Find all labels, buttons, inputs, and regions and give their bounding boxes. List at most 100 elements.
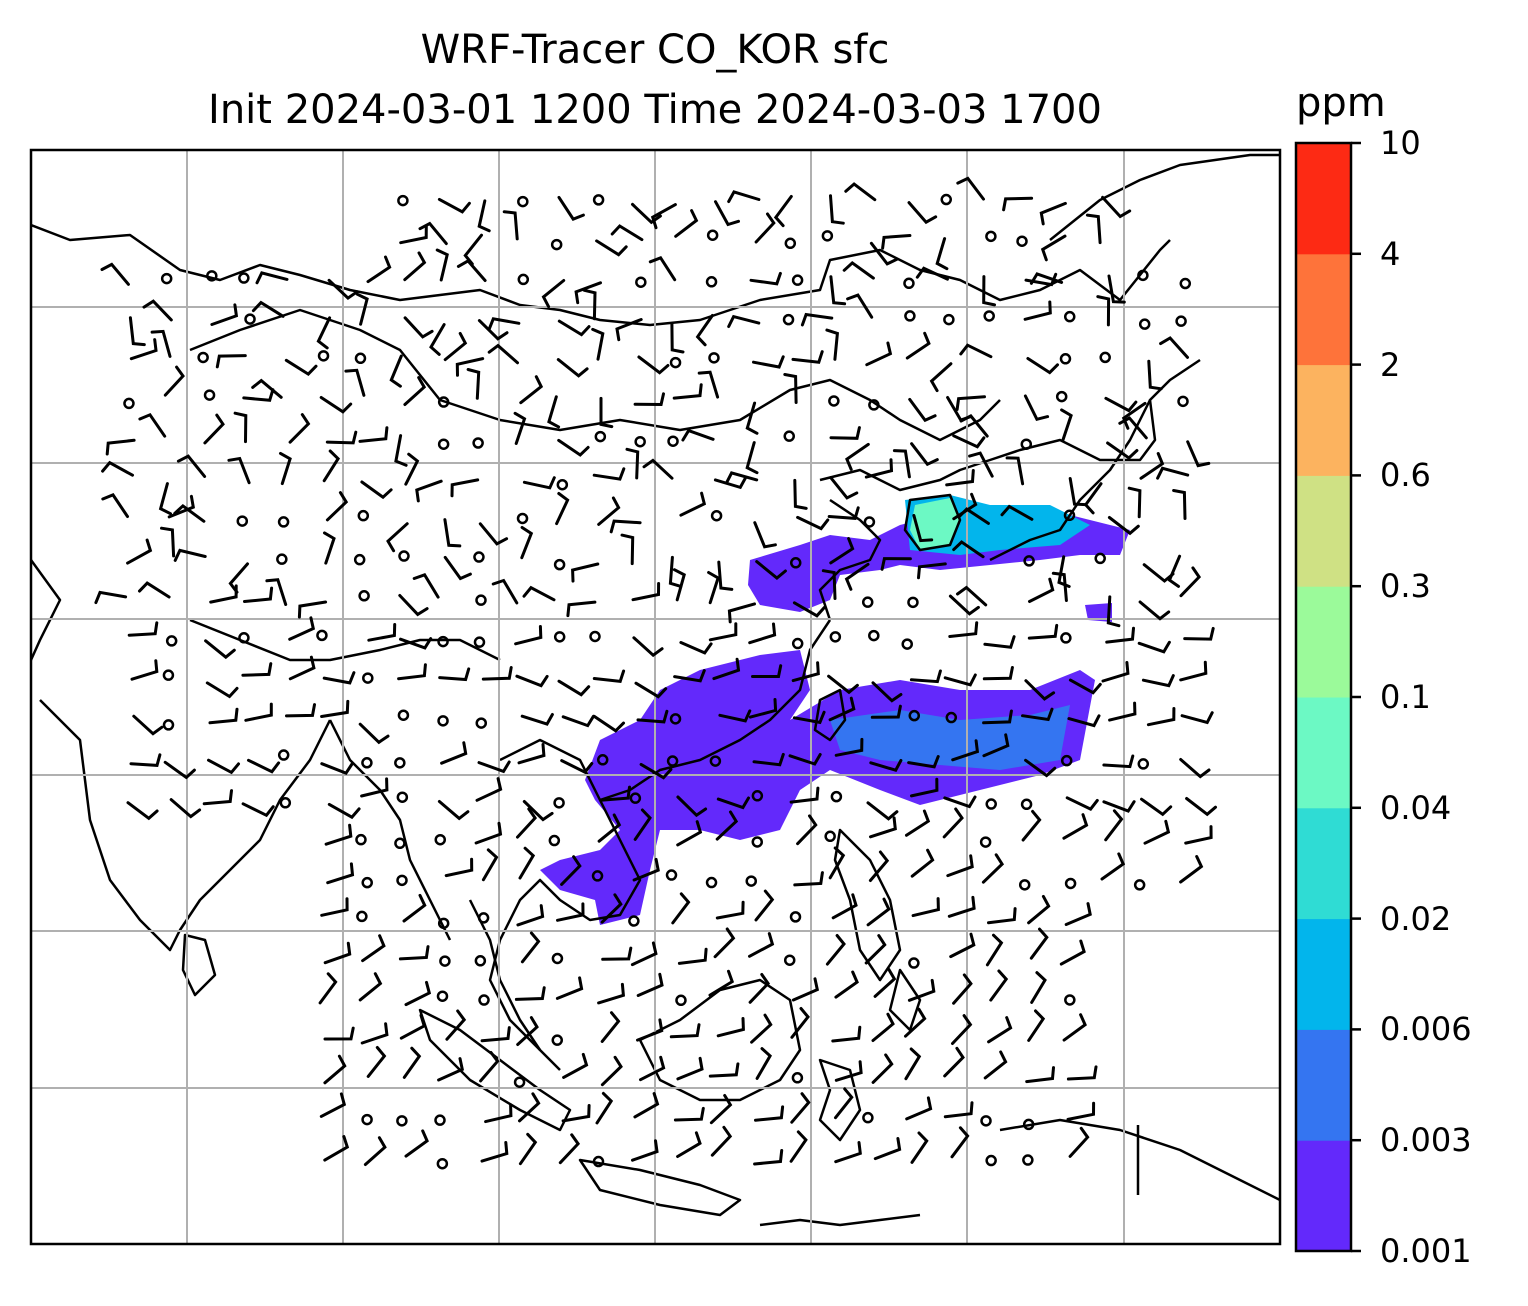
wind-barb bbox=[363, 1136, 387, 1166]
taiwan bbox=[813, 688, 847, 742]
wind-barb bbox=[929, 362, 953, 393]
wind-barb bbox=[1101, 195, 1132, 219]
wind-barb bbox=[403, 316, 434, 339]
wind-barb bbox=[679, 491, 707, 517]
wind-barb bbox=[864, 934, 887, 965]
wind-barb bbox=[541, 279, 566, 309]
wind-barb bbox=[437, 800, 470, 821]
wind-barb bbox=[481, 666, 513, 681]
wind-barb bbox=[905, 809, 931, 837]
wind-barb bbox=[394, 434, 408, 467]
wind-barb bbox=[323, 1054, 347, 1085]
wind-barb bbox=[445, 1009, 467, 1041]
calm-wind-circle bbox=[675, 994, 687, 1007]
wind-barb bbox=[443, 518, 462, 548]
wind-barb bbox=[517, 743, 546, 765]
korea-peninsula bbox=[903, 493, 962, 552]
wind-barb bbox=[1066, 1101, 1096, 1121]
wind-barb bbox=[327, 278, 359, 301]
calm-wind-circle bbox=[1022, 1118, 1035, 1131]
wind-barb bbox=[402, 893, 427, 923]
wind-barb bbox=[709, 1094, 733, 1125]
wind-barb bbox=[203, 413, 225, 445]
colorbar-segment bbox=[1296, 918, 1351, 1030]
calm-wind-circle bbox=[437, 396, 450, 408]
wind-barb bbox=[989, 969, 1009, 1002]
wind-barb bbox=[1140, 797, 1173, 817]
wind-barb bbox=[959, 343, 993, 359]
wind-barb bbox=[908, 397, 937, 423]
wind-barb bbox=[828, 846, 846, 880]
wind-barb bbox=[547, 395, 561, 429]
wind-barb bbox=[1179, 660, 1208, 682]
wind-barb bbox=[1104, 396, 1138, 413]
wind-barb bbox=[956, 585, 988, 607]
calm-wind-circle bbox=[709, 755, 722, 767]
wind-barb bbox=[631, 582, 661, 602]
wind-barb bbox=[443, 555, 472, 581]
wind-barb bbox=[138, 581, 171, 599]
wind-barb bbox=[1118, 416, 1148, 440]
wind-barb bbox=[827, 506, 860, 520]
calm-wind-circle bbox=[589, 630, 601, 643]
calm-wind-circle bbox=[829, 631, 842, 643]
wind-barb bbox=[708, 622, 738, 642]
wind-barb bbox=[796, 814, 818, 846]
calm-wind-circle bbox=[1179, 277, 1192, 290]
wind-barb bbox=[912, 514, 934, 543]
calm-wind-circle bbox=[945, 711, 958, 724]
wind-barb bbox=[599, 396, 614, 429]
wind-barb bbox=[386, 522, 409, 553]
calm-wind-circle bbox=[396, 874, 408, 887]
wind-barb bbox=[320, 699, 350, 718]
calm-wind-circle bbox=[206, 270, 218, 282]
wind-barb bbox=[592, 467, 626, 481]
wind-barb bbox=[173, 548, 207, 562]
wind-barb bbox=[202, 789, 233, 806]
wind-barb bbox=[943, 1046, 965, 1078]
wind-barb bbox=[491, 578, 519, 605]
calm-wind-circle bbox=[437, 438, 450, 450]
wind-barb bbox=[520, 931, 541, 964]
wind-barb bbox=[1064, 902, 1092, 926]
wind-barb bbox=[983, 1050, 1008, 1080]
wind-barb bbox=[1059, 939, 1086, 966]
colorbar-segment bbox=[1296, 143, 1351, 255]
wind-barb bbox=[842, 260, 875, 280]
wind-barb bbox=[450, 478, 480, 498]
wind-barb bbox=[948, 594, 980, 616]
colorbar-segment bbox=[1296, 1029, 1351, 1141]
wind-barb bbox=[907, 755, 940, 769]
calm-wind-circle bbox=[276, 553, 288, 565]
wind-barb bbox=[404, 980, 432, 1007]
calm-wind-circle bbox=[705, 276, 718, 288]
wind-barb bbox=[167, 494, 195, 519]
calm-wind-circle bbox=[635, 276, 647, 288]
calm-wind-circle bbox=[592, 194, 605, 206]
colorbar-tick-label: 0.006 bbox=[1380, 1010, 1472, 1049]
wind-barb bbox=[591, 327, 605, 361]
wind-barb bbox=[478, 522, 509, 546]
wind-barb bbox=[905, 1096, 933, 1121]
wind-barb bbox=[845, 442, 870, 471]
wind-barb bbox=[945, 469, 975, 487]
wind-barb bbox=[557, 679, 591, 697]
calm-wind-circle bbox=[1059, 353, 1072, 365]
calm-wind-circle bbox=[789, 557, 802, 569]
wind-barb bbox=[710, 1125, 733, 1157]
wind-barb bbox=[783, 373, 798, 404]
wind-barb bbox=[205, 681, 239, 699]
calm-wind-circle bbox=[907, 596, 919, 609]
wind-barb bbox=[516, 1016, 539, 1046]
wind-barb bbox=[322, 671, 356, 685]
wind-barb bbox=[791, 350, 824, 364]
calm-wind-circle bbox=[862, 1111, 874, 1124]
wind-barb bbox=[1101, 661, 1130, 683]
wind-barb bbox=[1021, 707, 1054, 722]
wind-barb bbox=[1105, 626, 1135, 644]
wind-barb bbox=[935, 237, 949, 271]
wind-barb bbox=[952, 973, 973, 1005]
calm-wind-circle bbox=[868, 629, 880, 642]
wind-barb bbox=[631, 1139, 659, 1162]
wind-barb bbox=[566, 600, 597, 618]
